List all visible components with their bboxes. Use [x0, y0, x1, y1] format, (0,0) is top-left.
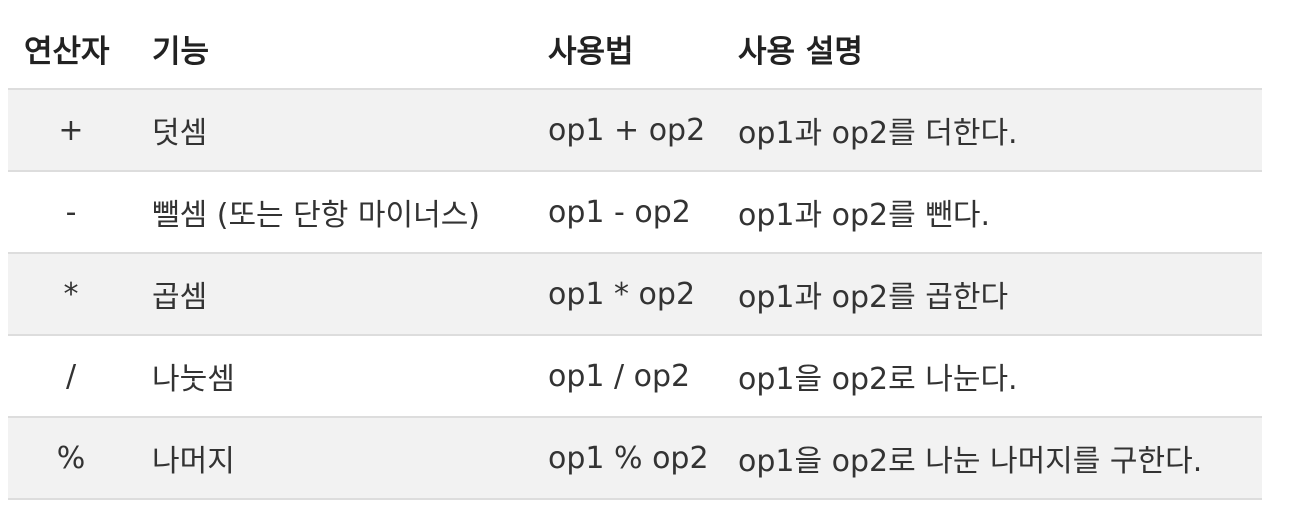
operator-cell: % — [8, 417, 134, 500]
operator-cell: + — [8, 89, 134, 172]
operator-cell: - — [8, 171, 134, 254]
arithmetic-operator-table: 연산자 기능 사용법 사용 설명 + 덧셈 op1 + op2 op1과 op2… — [8, 8, 1262, 500]
header-description: 사용 설명 — [738, 8, 1262, 90]
usage-cell: op1 / op2 — [548, 335, 738, 418]
header-row: 연산자 기능 사용법 사용 설명 — [8, 8, 1262, 90]
function-cell: 덧셈 — [134, 89, 548, 172]
description-cell: op1을 op2로 나눈 나머지를 구한다. — [738, 417, 1262, 500]
function-cell: 나머지 — [134, 417, 548, 500]
operator-cell: * — [8, 253, 134, 336]
header-function: 기능 — [134, 8, 548, 90]
table-header: 연산자 기능 사용법 사용 설명 — [8, 8, 1262, 90]
operator-table-container: 연산자 기능 사용법 사용 설명 + 덧셈 op1 + op2 op1과 op2… — [8, 8, 1262, 500]
description-cell: op1을 op2로 나눈다. — [738, 335, 1262, 418]
table-row: / 나눗셈 op1 / op2 op1을 op2로 나눈다. — [8, 335, 1262, 418]
table-row: - 뺄셈 (또는 단항 마이너스) op1 - op2 op1과 op2를 뺀다… — [8, 171, 1262, 254]
usage-cell: op1 % op2 — [548, 417, 738, 500]
description-cell: op1과 op2를 뺀다. — [738, 171, 1262, 254]
header-usage: 사용법 — [548, 8, 738, 90]
table-body: + 덧셈 op1 + op2 op1과 op2를 더한다. - 뺄셈 (또는 단… — [8, 89, 1262, 500]
operator-cell: / — [8, 335, 134, 418]
function-cell: 나눗셈 — [134, 335, 548, 418]
function-cell: 곱셈 — [134, 253, 548, 336]
table-row: % 나머지 op1 % op2 op1을 op2로 나눈 나머지를 구한다. — [8, 417, 1262, 500]
table-row: * 곱셈 op1 * op2 op1과 op2를 곱한다 — [8, 253, 1262, 336]
description-cell: op1과 op2를 곱한다 — [738, 253, 1262, 336]
header-operator: 연산자 — [8, 8, 134, 90]
usage-cell: op1 + op2 — [548, 89, 738, 172]
function-cell: 뺄셈 (또는 단항 마이너스) — [134, 171, 548, 254]
usage-cell: op1 - op2 — [548, 171, 738, 254]
usage-cell: op1 * op2 — [548, 253, 738, 336]
table-row: + 덧셈 op1 + op2 op1과 op2를 더한다. — [8, 89, 1262, 172]
description-cell: op1과 op2를 더한다. — [738, 89, 1262, 172]
